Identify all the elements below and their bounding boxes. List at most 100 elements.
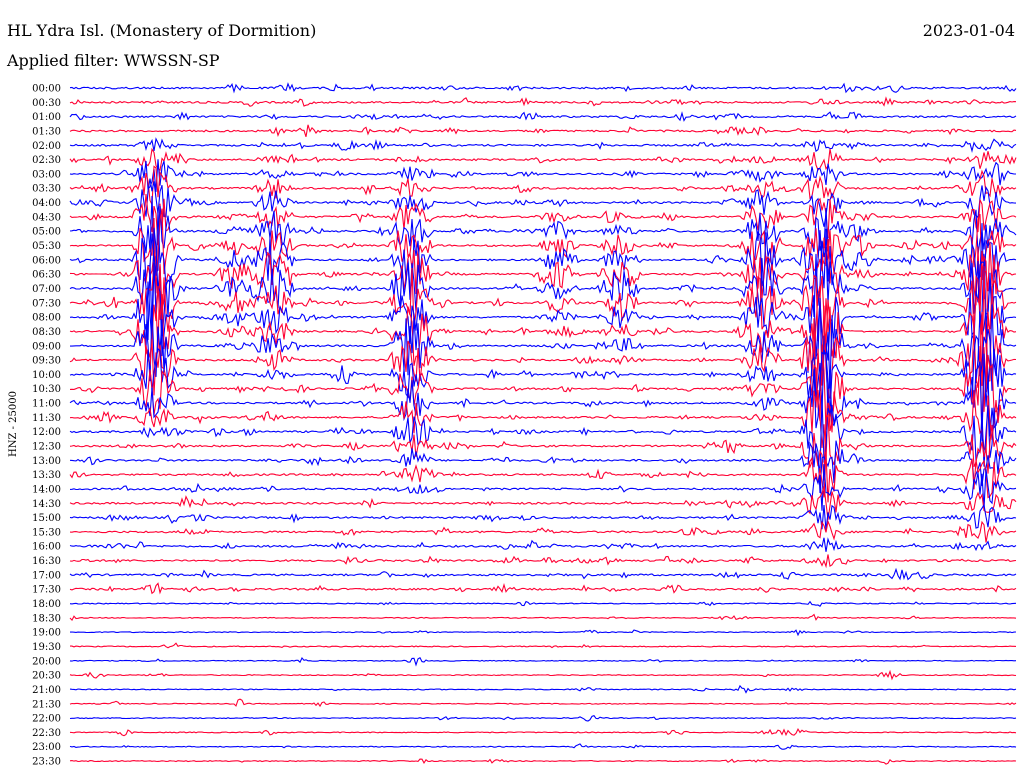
- filter-label: Applied filter: WWSSN-SP: [6, 51, 220, 70]
- time-tick-label: 07:30: [32, 298, 61, 309]
- time-tick-label: 14:30: [32, 499, 61, 510]
- trace-row-0330: [69, 165, 1017, 205]
- time-tick-label: 02:00: [32, 141, 61, 152]
- time-tick-label: 11:00: [32, 399, 61, 410]
- trace-row-0500: [69, 195, 1017, 274]
- trace-row-2030: [69, 669, 1017, 681]
- time-tick-label: 23:00: [32, 742, 61, 753]
- trace-row-0100: [69, 111, 1017, 122]
- trace-row-0930: [69, 305, 1017, 412]
- time-tick-label: 15:30: [32, 527, 61, 538]
- seismogram-traces: [69, 82, 1017, 765]
- time-tick-label: 06:00: [32, 255, 61, 266]
- time-tick-label: 22:30: [32, 728, 61, 739]
- trace-row-0000: [69, 82, 1017, 94]
- time-tick-label: 04:00: [32, 198, 61, 209]
- time-tick-label: 23:30: [32, 757, 61, 768]
- trace-row-2000: [69, 657, 1017, 667]
- trace-row-0230: [69, 147, 1017, 172]
- time-tick-label: 19:00: [32, 628, 61, 639]
- trace-row-1700: [69, 567, 1017, 581]
- station-title: HL Ydra Isl. (Monastery of Dormition): [7, 21, 316, 40]
- time-tick-label: 01:30: [32, 126, 61, 137]
- trace-row-0600: [69, 210, 1017, 300]
- trace-row-1100: [69, 351, 1017, 442]
- trace-row-1600: [69, 537, 1017, 552]
- trace-row-0300: [69, 159, 1016, 192]
- date-label: 2023-01-04: [923, 21, 1015, 40]
- trace-row-1130: [69, 389, 1017, 461]
- trace-row-1400: [69, 464, 1017, 511]
- trace-row-0830: [69, 266, 1017, 386]
- time-tick-label: 01:00: [32, 112, 61, 123]
- trace-row-1900: [69, 629, 1017, 637]
- trace-row-0400: [69, 178, 1017, 227]
- time-tick-label: 05:00: [32, 227, 61, 238]
- trace-row-1200: [69, 397, 1017, 472]
- trace-row-0630: [69, 237, 1017, 309]
- y-axis-label: HNZ - 25000: [8, 391, 19, 457]
- trace-row-2130: [69, 698, 1017, 708]
- time-tick-label: 16:30: [32, 556, 61, 567]
- time-tick-label: 17:00: [32, 570, 61, 581]
- trace-row-1230: [69, 413, 1017, 481]
- time-tick-label: 09:00: [32, 341, 61, 352]
- time-tick-label: 21:00: [32, 685, 61, 696]
- time-tick-label: 18:00: [32, 599, 61, 610]
- trace-row-1030: [69, 344, 1017, 439]
- trace-row-0200: [69, 137, 1017, 153]
- time-tick-label: 16:00: [32, 542, 61, 553]
- time-tick-label: 02:30: [32, 155, 61, 166]
- trace-row-1300: [69, 440, 1017, 494]
- time-tick-label: 12:30: [32, 442, 61, 453]
- time-tick-label: 18:30: [32, 613, 61, 624]
- trace-row-1530: [69, 519, 1017, 543]
- trace-row-0030: [69, 96, 1017, 107]
- time-tick-label: 08:00: [32, 313, 61, 324]
- time-tick-label: 07:00: [32, 284, 61, 295]
- trace-row-1000: [69, 329, 1017, 417]
- trace-row-1800: [69, 600, 1017, 607]
- trace-row-1430: [69, 486, 1017, 520]
- time-tick-label: 00:00: [32, 84, 61, 95]
- time-tick-label: 22:00: [32, 714, 61, 725]
- trace-row-0800: [69, 261, 1017, 361]
- time-tick-label: 03:00: [32, 169, 61, 180]
- trace-row-2100: [69, 684, 1017, 694]
- time-tick-label: 11:30: [32, 413, 61, 424]
- trace-row-1630: [69, 554, 1017, 569]
- time-tick-label: 08:30: [32, 327, 61, 338]
- time-tick-label: 13:00: [32, 456, 61, 467]
- time-tick-label: 12:00: [32, 427, 61, 438]
- time-tick-label: 20:30: [32, 671, 61, 682]
- trace-row-0700: [69, 227, 1017, 341]
- trace-row-2300: [69, 743, 1017, 750]
- time-tick-label: 05:30: [32, 241, 61, 252]
- time-tick-labels: 00:00 00:30 01:00 01:30 02:00 02:30 03:00 03:30…: [32, 84, 61, 768]
- time-tick-label: 10:30: [32, 384, 61, 395]
- trace-row-0130: [69, 124, 1017, 137]
- trace-row-0900: [70, 297, 1017, 389]
- trace-row-1500: [69, 503, 1017, 531]
- trace-row-1830: [69, 613, 1017, 622]
- trace-row-1330: [69, 451, 1017, 503]
- trace-row-0730: [69, 255, 1017, 353]
- trace-row-0430: [69, 194, 1017, 246]
- time-tick-label: 09:30: [32, 356, 61, 367]
- trace-row-2230: [69, 727, 1017, 737]
- time-tick-label: 10:00: [32, 370, 61, 381]
- time-tick-label: 17:30: [32, 585, 61, 596]
- trace-row-2200: [69, 715, 1017, 722]
- time-tick-label: 03:30: [32, 184, 61, 195]
- trace-row-1730: [69, 582, 1017, 595]
- time-tick-label: 21:30: [32, 699, 61, 710]
- time-tick-label: 15:00: [32, 513, 61, 524]
- time-tick-label: 00:30: [32, 98, 61, 109]
- trace-row-2330: [69, 758, 1017, 765]
- time-tick-label: 04:30: [32, 212, 61, 223]
- trace-row-0530: [69, 208, 1017, 294]
- time-tick-label: 13:30: [32, 470, 61, 481]
- time-tick-label: 14:00: [32, 484, 61, 495]
- time-tick-label: 19:30: [32, 642, 61, 653]
